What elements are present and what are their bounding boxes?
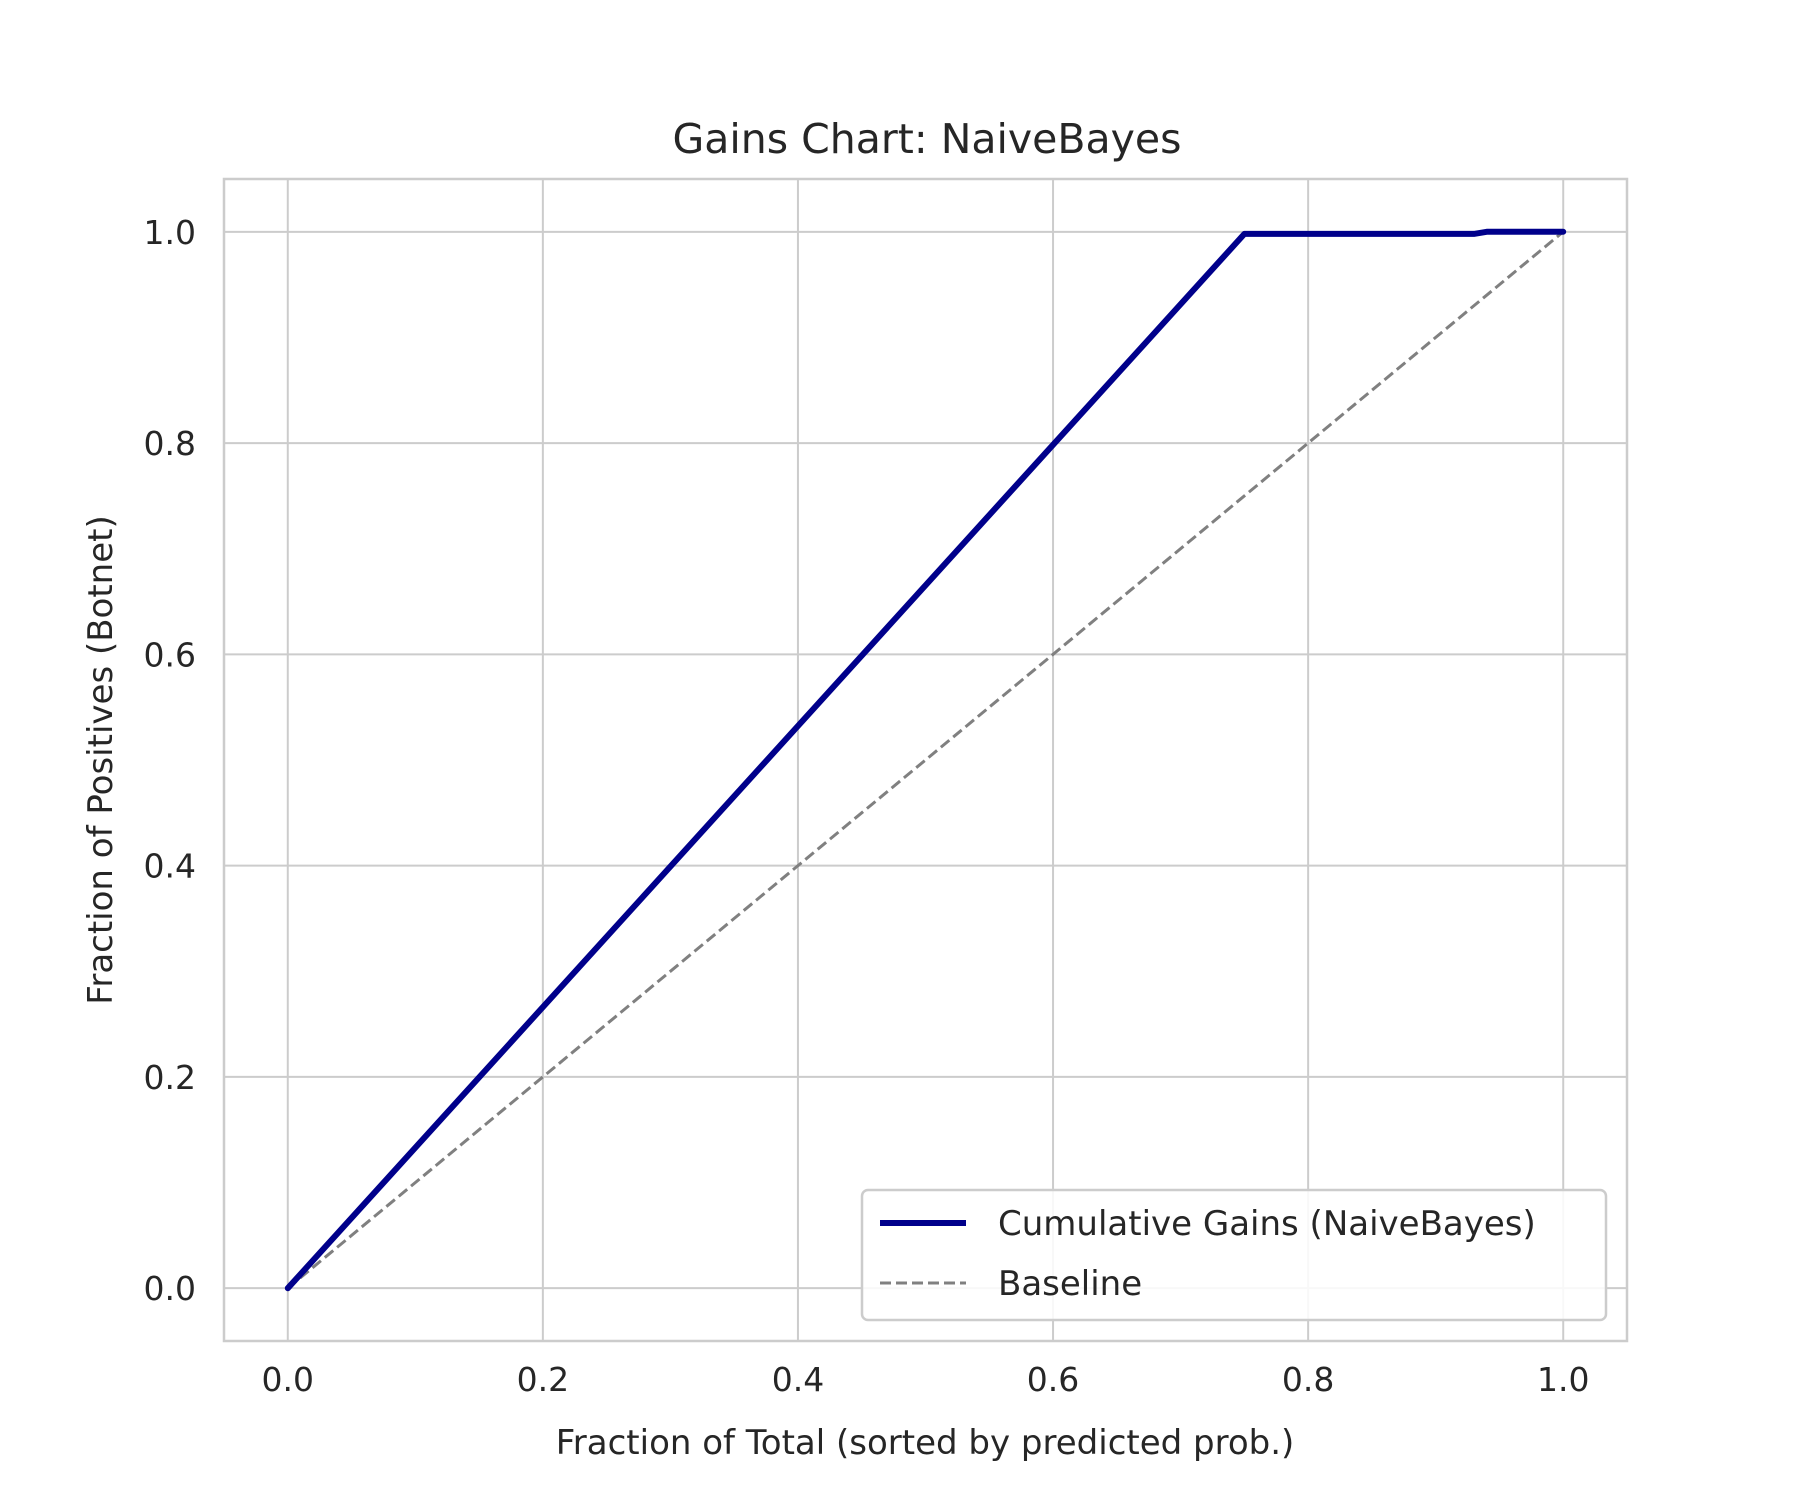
x-tick-label-4: 0.8 [1282, 1360, 1334, 1399]
x-tick-label-5: 1.0 [1537, 1360, 1589, 1399]
series-layer [284, 228, 1567, 1292]
y-tick-label-2: 0.4 [144, 847, 196, 886]
legend: Cumulative Gains (NaiveBayes) Baseline [860, 1188, 1608, 1322]
legend-label-cumulative-gains: Cumulative Gains (NaiveBayes) [998, 1204, 1536, 1244]
x-tick-labels: 0.0 0.2 0.4 0.6 0.8 1.0 [262, 1360, 1590, 1399]
y-tick-label-1: 0.2 [144, 1058, 196, 1097]
plot-frame [222, 177, 1629, 1343]
x-tick-label-1: 0.2 [517, 1360, 569, 1399]
y-axis-label: Fraction of Positives (Botnet) [81, 515, 121, 1004]
chart-title: Gains Chart: NaiveBayes [673, 115, 1182, 163]
y-tick-label-5: 1.0 [144, 213, 196, 252]
x-tick-label-2: 0.4 [772, 1360, 824, 1399]
y-tick-label-3: 0.6 [144, 635, 196, 674]
y-tick-label-0: 0.0 [144, 1269, 196, 1308]
legend-box [860, 1188, 1608, 1322]
x-tick-label-0: 0.0 [262, 1360, 314, 1399]
y-tick-labels: 0.0 0.2 0.4 0.6 0.8 1.0 [144, 213, 196, 1308]
series-line-cumulative-gains [284, 228, 1567, 1292]
series-line-baseline [286, 230, 1565, 1290]
grid [224, 179, 1627, 1341]
x-axis-label: Fraction of Total (sorted by predicted p… [556, 1423, 1295, 1463]
x-tick-label-3: 0.6 [1027, 1360, 1079, 1399]
legend-label-baseline: Baseline [998, 1264, 1142, 1304]
y-tick-label-4: 0.8 [144, 424, 196, 463]
